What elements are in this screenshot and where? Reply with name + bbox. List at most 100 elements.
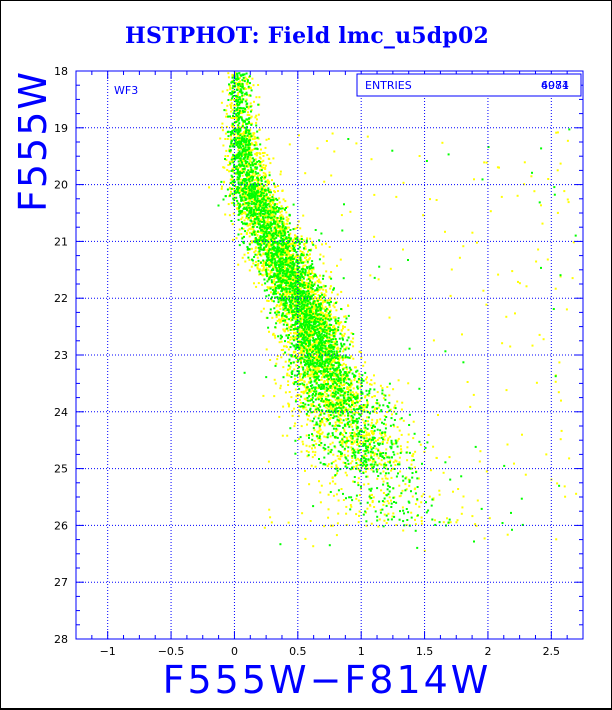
data-point	[373, 506, 376, 508]
data-point	[334, 423, 337, 426]
data-point	[334, 380, 337, 382]
data-point	[350, 405, 352, 408]
data-point	[239, 170, 242, 173]
data-point	[370, 454, 373, 457]
data-point	[345, 391, 348, 393]
data-point	[264, 209, 267, 212]
data-point	[301, 299, 304, 302]
data-point	[256, 136, 259, 139]
data-point	[479, 450, 482, 453]
data-point	[428, 495, 431, 498]
data-point	[299, 287, 302, 290]
data-point	[286, 226, 289, 229]
data-point	[307, 414, 310, 417]
data-point	[283, 250, 286, 252]
data-point	[320, 378, 323, 381]
data-point	[265, 138, 268, 141]
data-point	[547, 178, 550, 180]
data-point	[236, 137, 239, 140]
data-point	[302, 314, 305, 317]
data-point	[221, 122, 224, 125]
data-point	[238, 110, 241, 112]
data-point	[326, 315, 329, 318]
data-point	[306, 418, 309, 421]
data-point	[257, 212, 260, 215]
data-point	[318, 429, 321, 432]
data-point	[286, 434, 289, 437]
data-point	[246, 102, 249, 105]
data-point	[232, 160, 235, 163]
data-point	[249, 166, 252, 169]
data-point	[247, 184, 250, 187]
data-point	[242, 126, 245, 129]
data-point	[389, 459, 392, 462]
data-point	[301, 512, 304, 515]
data-point	[321, 395, 324, 398]
data-point	[333, 302, 336, 305]
data-point	[239, 138, 242, 141]
data-point	[281, 246, 284, 249]
data-point	[279, 294, 282, 297]
data-point	[308, 257, 311, 260]
data-point	[350, 505, 353, 508]
data-point	[306, 293, 308, 296]
data-point	[356, 429, 359, 432]
data-point	[243, 179, 246, 182]
data-point	[244, 76, 247, 79]
data-point	[259, 157, 262, 160]
data-point	[311, 434, 314, 437]
data-point	[268, 205, 271, 208]
data-point	[308, 290, 311, 293]
data-point	[292, 228, 295, 231]
data-point	[260, 185, 263, 188]
data-point	[254, 194, 257, 197]
data-point	[346, 441, 348, 444]
data-point	[413, 466, 416, 469]
data-point	[245, 141, 248, 144]
data-point	[262, 155, 265, 157]
data-point	[273, 182, 275, 185]
data-point	[252, 220, 255, 223]
data-point	[286, 372, 289, 375]
data-point	[228, 150, 231, 153]
data-point	[276, 320, 279, 322]
data-point	[342, 362, 345, 365]
data-point	[319, 438, 322, 441]
data-point	[294, 388, 297, 391]
data-point	[245, 106, 248, 108]
data-point	[299, 379, 302, 382]
data-point	[255, 143, 258, 146]
data-point	[256, 222, 259, 225]
data-point	[318, 296, 321, 299]
data-point	[395, 460, 398, 463]
data-point	[243, 178, 246, 180]
data-point	[358, 451, 361, 454]
data-point	[259, 218, 262, 221]
data-point	[267, 235, 270, 238]
data-point	[277, 190, 279, 192]
data-point	[414, 503, 417, 506]
data-point	[303, 397, 306, 400]
data-point	[407, 433, 410, 436]
data-point	[268, 237, 271, 240]
data-point	[234, 165, 237, 168]
data-point	[343, 348, 346, 351]
data-point	[250, 151, 253, 154]
data-point	[342, 334, 345, 337]
data-point	[332, 414, 335, 416]
data-point	[228, 160, 231, 163]
data-point	[308, 331, 311, 334]
data-point	[348, 389, 350, 392]
data-point	[422, 493, 425, 496]
data-point	[239, 155, 242, 158]
data-point	[225, 109, 228, 112]
data-point	[311, 319, 314, 322]
data-point	[386, 441, 389, 444]
data-point	[301, 440, 304, 443]
data-point	[302, 264, 305, 267]
data-point	[302, 353, 305, 356]
data-point	[233, 164, 235, 167]
data-point	[236, 100, 239, 103]
data-point	[358, 372, 361, 375]
data-point	[354, 435, 357, 438]
